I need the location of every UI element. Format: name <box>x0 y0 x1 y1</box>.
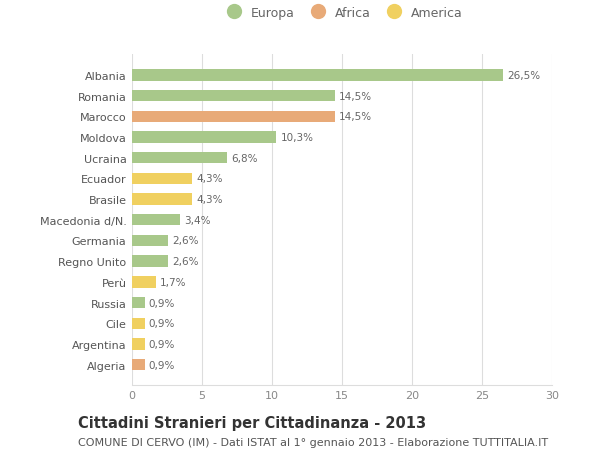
Text: 0,9%: 0,9% <box>149 339 175 349</box>
Bar <box>132 70 503 81</box>
Text: 4,3%: 4,3% <box>196 174 223 184</box>
Text: 0,9%: 0,9% <box>149 298 175 308</box>
Text: 2,6%: 2,6% <box>173 236 199 246</box>
Text: 10,3%: 10,3% <box>280 133 313 143</box>
Bar <box>132 297 145 308</box>
Text: 2,6%: 2,6% <box>173 257 199 267</box>
Text: 6,8%: 6,8% <box>232 153 258 163</box>
Bar <box>132 153 227 164</box>
Bar <box>132 112 335 123</box>
Text: 0,9%: 0,9% <box>149 360 175 370</box>
Bar <box>132 318 145 329</box>
Text: 0,9%: 0,9% <box>149 319 175 329</box>
Bar <box>132 215 179 226</box>
Text: COMUNE DI CERVO (IM) - Dati ISTAT al 1° gennaio 2013 - Elaborazione TUTTITALIA.I: COMUNE DI CERVO (IM) - Dati ISTAT al 1° … <box>78 437 548 447</box>
Text: 3,4%: 3,4% <box>184 215 211 225</box>
Bar <box>132 235 169 246</box>
Text: Cittadini Stranieri per Cittadinanza - 2013: Cittadini Stranieri per Cittadinanza - 2… <box>78 415 426 431</box>
Bar <box>132 339 145 350</box>
Bar <box>132 132 276 143</box>
Text: 1,7%: 1,7% <box>160 277 187 287</box>
Bar <box>132 256 169 267</box>
Bar <box>132 91 335 102</box>
Text: 14,5%: 14,5% <box>339 112 373 122</box>
Bar <box>132 174 192 185</box>
Text: 26,5%: 26,5% <box>507 71 541 81</box>
Bar <box>132 277 156 288</box>
Text: 4,3%: 4,3% <box>196 195 223 205</box>
Bar <box>132 359 145 370</box>
Legend: Europa, Africa, America: Europa, Africa, America <box>216 2 468 25</box>
Bar <box>132 194 192 205</box>
Text: 14,5%: 14,5% <box>339 91 373 101</box>
